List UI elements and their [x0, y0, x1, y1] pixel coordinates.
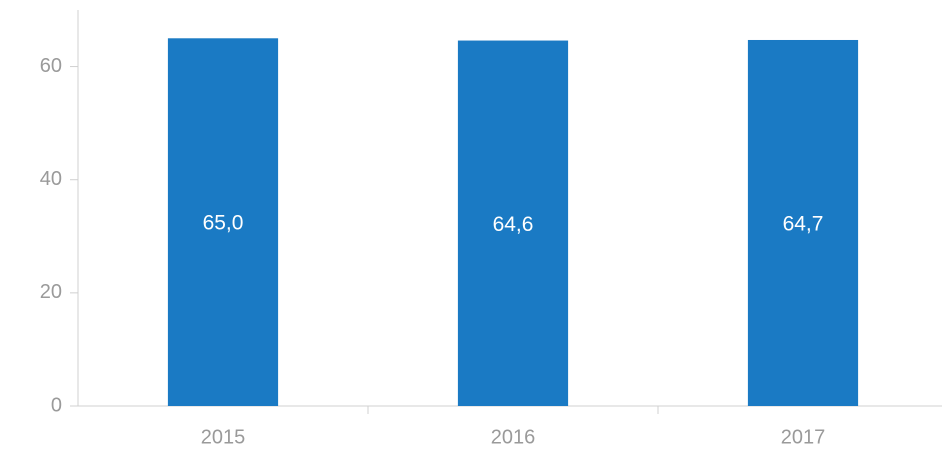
bar: [457, 40, 569, 406]
y-tick-label: 60: [40, 55, 62, 77]
x-tick-label: 2016: [491, 426, 536, 448]
value-label: 65,0: [203, 212, 244, 235]
value-label: 64,6: [493, 213, 534, 236]
y-tick-label: 40: [40, 168, 62, 190]
x-tick-label: 2017: [781, 426, 826, 448]
y-tick-label: 0: [51, 394, 62, 416]
bar: [747, 39, 859, 407]
value-label: 64,7: [783, 213, 824, 236]
y-tick-label: 20: [40, 281, 62, 303]
bar: [167, 38, 279, 407]
x-tick-label: 2015: [201, 426, 246, 448]
